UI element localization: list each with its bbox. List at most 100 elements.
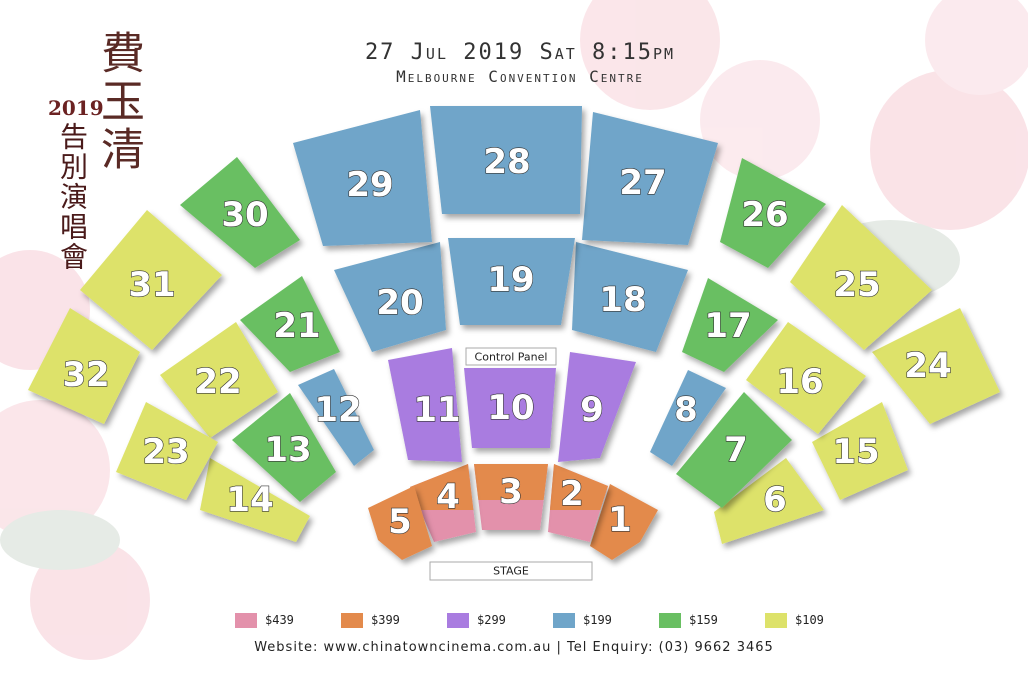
- event-headline: 27 Jul 2019 Sat 8:15pm Melbourne Convent…: [300, 40, 740, 86]
- section-32-label: 32: [62, 355, 109, 395]
- legend-price-label: $199: [583, 613, 612, 627]
- section-11-shape[interactable]: [388, 348, 462, 462]
- section-17-shape[interactable]: [682, 278, 778, 372]
- section-28[interactable]: 28: [430, 106, 582, 214]
- section-7[interactable]: 7: [676, 392, 792, 508]
- section-3-label: 3: [499, 472, 523, 512]
- section-20-label: 20: [376, 283, 423, 323]
- section-13-shape[interactable]: [232, 393, 336, 502]
- section-24[interactable]: 24: [872, 308, 1000, 424]
- section-29[interactable]: 29: [293, 110, 432, 246]
- section-15-label: 15: [832, 432, 879, 472]
- section-17[interactable]: 17: [682, 278, 778, 372]
- section-12-label: 12: [314, 390, 361, 430]
- event-date-time: 27 Jul 2019 Sat 8:15pm: [364, 40, 676, 65]
- section-1[interactable]: 1: [590, 484, 658, 560]
- price-legend: $439 $399 $299 $199 $159 $109: [235, 613, 824, 628]
- section-16-shape[interactable]: [746, 322, 866, 434]
- section-8[interactable]: 8: [650, 370, 726, 466]
- section-1-shape[interactable]: [590, 484, 658, 560]
- section-30-label: 30: [221, 195, 268, 235]
- section-18-label: 18: [599, 280, 646, 320]
- section-2[interactable]: 2: [300, 459, 720, 542]
- section-12[interactable]: 12: [298, 369, 374, 466]
- section-3-upper-band[interactable]: [300, 459, 720, 500]
- section-14-shape[interactable]: [200, 458, 310, 542]
- section-11-label: 11: [413, 390, 460, 430]
- section-21[interactable]: 21: [240, 276, 340, 372]
- section-32-shape[interactable]: [28, 308, 140, 424]
- section-9[interactable]: 9: [558, 352, 636, 462]
- section-14-label: 14: [226, 480, 273, 520]
- artist-name: 費玉清: [93, 30, 144, 174]
- section-3[interactable]: 3: [300, 459, 720, 530]
- section-5-label: 5: [388, 502, 412, 542]
- blossom-decoration: [870, 70, 1028, 230]
- section-18-shape[interactable]: [572, 242, 688, 352]
- section-16[interactable]: 16: [746, 322, 866, 434]
- section-10[interactable]: 10: [464, 368, 556, 448]
- section-13[interactable]: 13: [232, 393, 336, 502]
- section-6-shape[interactable]: [714, 458, 824, 544]
- legend-swatch: [553, 613, 575, 628]
- section-25-label: 25: [833, 265, 880, 305]
- section-26-shape[interactable]: [720, 158, 826, 268]
- leaf-decoration: [0, 510, 120, 570]
- section-25[interactable]: 25: [790, 205, 932, 350]
- section-23[interactable]: 23: [116, 402, 218, 500]
- section-5[interactable]: 5: [368, 486, 432, 560]
- section-14[interactable]: 14: [200, 458, 310, 542]
- section-18[interactable]: 18: [572, 242, 688, 352]
- section-2-label: 2: [560, 474, 584, 514]
- sections-layer: 1234567891011121314151617181920212223242…: [28, 106, 1000, 560]
- blossom-decoration: [700, 60, 820, 180]
- section-20-shape[interactable]: [334, 242, 446, 352]
- section-6[interactable]: 6: [714, 458, 824, 544]
- section-25-shape[interactable]: [790, 205, 932, 350]
- section-6-label: 6: [763, 480, 787, 520]
- section-19-shape[interactable]: [448, 238, 575, 325]
- stage-label: STAGE: [493, 565, 529, 578]
- section-30-shape[interactable]: [180, 157, 300, 268]
- section-31-shape[interactable]: [80, 210, 222, 350]
- section-7-shape[interactable]: [676, 392, 792, 508]
- section-15[interactable]: 15: [812, 402, 908, 500]
- blossom-decoration: [580, 0, 720, 110]
- section-13-label: 13: [264, 430, 311, 470]
- section-9-shape[interactable]: [558, 352, 636, 462]
- footer-contact: Website: www.chinatowncinema.com.au | Te…: [254, 640, 774, 655]
- section-27[interactable]: 27: [582, 112, 718, 245]
- section-12-shape[interactable]: [298, 369, 374, 466]
- section-27-shape[interactable]: [582, 112, 718, 245]
- section-22-shape[interactable]: [160, 322, 278, 438]
- section-27-label: 27: [619, 163, 666, 203]
- section-8-shape[interactable]: [650, 370, 726, 466]
- section-24-shape[interactable]: [872, 308, 1000, 424]
- section-21-shape[interactable]: [240, 276, 340, 372]
- legend-price-label: $159: [689, 613, 718, 627]
- section-31[interactable]: 31: [80, 210, 222, 350]
- section-10-shape[interactable]: [464, 368, 556, 448]
- legend-price-label: $299: [477, 613, 506, 627]
- section-22-label: 22: [194, 362, 241, 402]
- section-32[interactable]: 32: [28, 308, 140, 424]
- section-23-shape[interactable]: [116, 402, 218, 500]
- section-28-shape[interactable]: [430, 106, 582, 214]
- section-30[interactable]: 30: [180, 157, 300, 268]
- event-venue: Melbourne Convention Centre: [396, 67, 644, 86]
- section-19[interactable]: 19: [448, 238, 575, 325]
- section-15-shape[interactable]: [812, 402, 908, 500]
- section-20[interactable]: 20: [334, 242, 446, 352]
- section-8-label: 8: [674, 390, 698, 430]
- legend-price-label: $399: [371, 613, 400, 627]
- blossom-decoration: [30, 540, 150, 660]
- legend-swatch: [341, 613, 363, 628]
- section-29-shape[interactable]: [293, 110, 432, 246]
- section-22[interactable]: 22: [160, 322, 278, 438]
- section-31-label: 31: [128, 265, 175, 305]
- section-11[interactable]: 11: [388, 348, 462, 462]
- section-9-label: 9: [580, 390, 604, 430]
- section-5-shape[interactable]: [368, 486, 432, 560]
- section-26[interactable]: 26: [720, 158, 826, 268]
